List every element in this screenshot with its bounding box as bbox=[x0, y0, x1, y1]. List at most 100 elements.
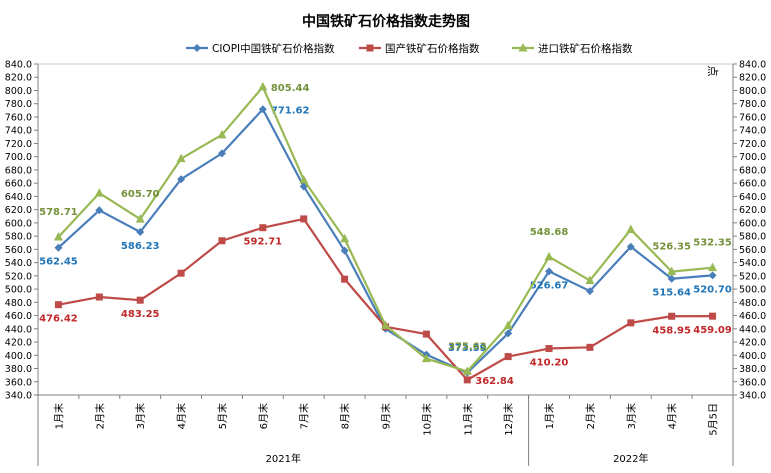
y-tick-label-left: 600.0 bbox=[5, 218, 32, 229]
y-tick-label-right: 500.0 bbox=[739, 285, 766, 296]
data-point-marker bbox=[381, 320, 390, 329]
data-point-marker bbox=[136, 227, 145, 236]
x-tick-label: 3月末 bbox=[134, 403, 147, 429]
y-tick-label-left: 340.0 bbox=[5, 391, 32, 402]
x-tick-label: 5月末 bbox=[216, 403, 229, 429]
data-label: 459.09 bbox=[693, 325, 732, 336]
year-group-label: 2021年 bbox=[266, 452, 301, 465]
data-label: 458.95 bbox=[652, 325, 691, 336]
x-tick-label: 4月末 bbox=[175, 403, 188, 429]
series-group: 578.71 605.70 805.44 375.63 548.68 526.35 532.… bbox=[39, 81, 732, 375]
series-group: 562.45 586.23 771.62 373.59 526.67 515.64 520.… bbox=[39, 105, 732, 377]
y-tick-label-right: 840.0 bbox=[739, 60, 766, 71]
plot-area: 562.45 586.23 771.62 373.59 526.67 515.64 520.… bbox=[39, 81, 732, 387]
legend-item: 国产铁矿石价格指数 bbox=[359, 42, 480, 55]
y-tick-label-left: 500.0 bbox=[5, 285, 32, 296]
data-label: 562.45 bbox=[39, 257, 78, 268]
data-point-marker bbox=[136, 296, 144, 304]
data-point-marker bbox=[95, 206, 104, 215]
y-tick-label-right: 460.0 bbox=[739, 311, 766, 322]
data-point-marker bbox=[626, 224, 636, 233]
y-tick-label-right: 340.0 bbox=[739, 391, 766, 402]
data-point-marker bbox=[299, 174, 309, 184]
x-tick-label: 5月5日 bbox=[708, 403, 720, 436]
y-tick-label-left: 560.0 bbox=[5, 245, 32, 256]
x-tick-label: 7月末 bbox=[298, 403, 311, 429]
data-point-marker bbox=[95, 293, 103, 301]
y-tick-label-right: 620.0 bbox=[739, 205, 766, 216]
y-tick-label-left: 700.0 bbox=[5, 152, 32, 163]
data-point-marker bbox=[421, 353, 431, 363]
legend-label: 国产铁矿石价格指数 bbox=[385, 42, 480, 55]
y-tick-label-right: 800.0 bbox=[739, 86, 766, 97]
data-point-marker bbox=[94, 188, 104, 197]
data-point-marker bbox=[366, 44, 374, 52]
y-tick-label-right: 580.0 bbox=[739, 232, 766, 243]
data-label: 532.35 bbox=[693, 238, 732, 249]
y-tick-label-left: 480.0 bbox=[5, 298, 32, 309]
data-point-marker bbox=[545, 267, 554, 276]
y-tick-label-right: 480.0 bbox=[739, 298, 766, 309]
data-point-marker bbox=[585, 287, 594, 296]
y-tick-label-right: 520.0 bbox=[739, 271, 766, 282]
y-tick-label-left: 760.0 bbox=[5, 112, 32, 123]
data-point-marker bbox=[667, 274, 676, 283]
y-tick-label-left: 420.0 bbox=[5, 338, 32, 349]
y-tick-label-right: 720.0 bbox=[739, 139, 766, 150]
y-tick-label-right: 780.0 bbox=[739, 99, 766, 110]
y-tick-label-right: 600.0 bbox=[739, 218, 766, 229]
data-point-marker bbox=[504, 329, 513, 338]
y-tick-label-left: 440.0 bbox=[5, 324, 32, 335]
data-point-marker bbox=[340, 246, 349, 255]
data-point-marker bbox=[462, 366, 472, 375]
y-tick-label-right: 700.0 bbox=[739, 152, 766, 163]
y-tick-label-left: 460.0 bbox=[5, 311, 32, 322]
data-point-marker bbox=[504, 353, 512, 361]
y-tick-label-right: 380.0 bbox=[739, 364, 766, 375]
y-tick-label-right: 760.0 bbox=[739, 112, 766, 123]
x-tick-label: 12月末 bbox=[502, 403, 515, 436]
data-label: 805.44 bbox=[271, 83, 310, 94]
x-tick-label: 10月末 bbox=[420, 403, 433, 436]
data-label: 515.64 bbox=[652, 288, 691, 299]
data-label: 373.59 bbox=[448, 343, 487, 354]
y-tick-label-left: 380.0 bbox=[5, 364, 32, 375]
y-tick-label-left: 820.0 bbox=[5, 73, 32, 84]
x-tick-label: 1月末 bbox=[543, 403, 556, 429]
x-tick-label: 11月末 bbox=[461, 403, 474, 436]
data-point-marker bbox=[667, 266, 677, 276]
x-tick-label: 1月末 bbox=[52, 403, 65, 429]
data-point-marker bbox=[300, 215, 308, 223]
y-tick-label-left: 360.0 bbox=[5, 377, 32, 388]
data-point-marker bbox=[503, 320, 513, 329]
chart-title: 中国铁矿石价格指数走势图 bbox=[302, 13, 470, 30]
series-group: 476.42 483.25 592.71 362.84 410.20 458.95 459.… bbox=[39, 215, 732, 387]
right-axis-unit-label: 点 bbox=[706, 66, 719, 77]
data-point-marker bbox=[544, 251, 554, 261]
data-point-marker bbox=[463, 376, 471, 384]
axes: 340.0 340.0 360.0 360.0 380.0 380.0 400.0 400.0… bbox=[5, 60, 766, 466]
y-tick-label-right: 540.0 bbox=[739, 258, 766, 269]
x-tick-label: 3月末 bbox=[625, 403, 638, 429]
data-point-marker bbox=[668, 312, 676, 320]
data-point-marker bbox=[217, 129, 227, 139]
data-label: 605.70 bbox=[121, 189, 160, 200]
data-label: 592.71 bbox=[244, 237, 283, 248]
y-tick-label-right: 740.0 bbox=[739, 126, 766, 137]
y-tick-label-left: 680.0 bbox=[5, 165, 32, 176]
data-point-marker bbox=[217, 149, 226, 158]
data-point-marker bbox=[545, 345, 553, 353]
data-label: 476.42 bbox=[39, 314, 78, 325]
data-label: 771.62 bbox=[271, 105, 310, 116]
y-tick-label-right: 440.0 bbox=[739, 324, 766, 335]
x-tick-label: 2月末 bbox=[93, 403, 106, 429]
legend: CIOPI中国铁矿石价格指数 国产铁矿石价格指数 进口铁矿石价格指数 bbox=[186, 42, 633, 55]
x-tick-label: 4月末 bbox=[666, 403, 679, 429]
data-label: 526.67 bbox=[530, 280, 569, 291]
y-tick-label-left: 620.0 bbox=[5, 205, 32, 216]
x-tick-label: 8月末 bbox=[339, 403, 352, 429]
data-point-marker bbox=[422, 330, 430, 338]
y-tick-label-left: 640.0 bbox=[5, 192, 32, 203]
data-label: 526.35 bbox=[652, 242, 691, 253]
